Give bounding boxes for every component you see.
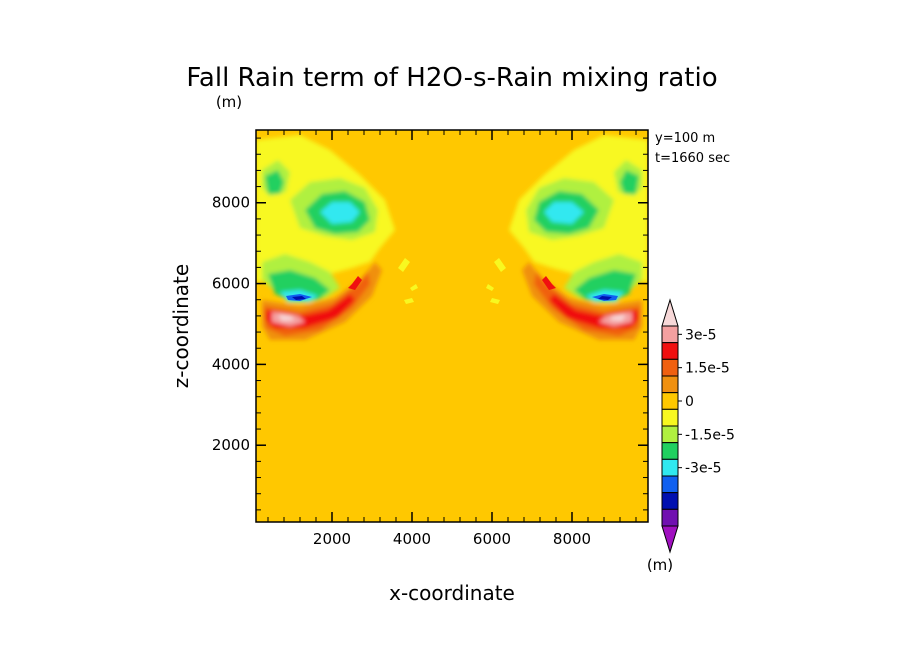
colorbar-swatch xyxy=(661,458,679,477)
colorbar-swatch xyxy=(661,508,679,527)
colorbar-top-arrow xyxy=(661,298,679,327)
colorbar-swatch xyxy=(661,342,679,360)
colorbar-swatch xyxy=(661,408,679,427)
title-unit: (m) xyxy=(216,93,242,111)
y-tick-label: 6000 xyxy=(212,275,250,293)
colorbar-swatch xyxy=(661,442,679,460)
colorbar-tick-label: 1.5e-5 xyxy=(685,361,730,377)
plot-frame xyxy=(255,129,649,523)
contour-region-navy xyxy=(292,296,306,300)
x-tick-label: 2000 xyxy=(313,530,351,548)
contour-field-left xyxy=(256,135,418,340)
y-tick-label: 8000 xyxy=(212,194,250,212)
colorbar: 3e-5 1.5e-5 0 -1.5e-5 -3e-5 xyxy=(661,298,735,554)
contour-region-lightpink xyxy=(278,314,294,321)
colorbar-swatch xyxy=(661,492,679,510)
colorbar-swatch xyxy=(661,425,679,444)
x-tick-label: 6000 xyxy=(473,530,511,548)
colorbar-tick-label: 3e-5 xyxy=(685,327,716,343)
colorbar-tick-label: 0 xyxy=(685,394,694,410)
contour-region-red-streak xyxy=(348,276,362,290)
contour-region-cyan xyxy=(320,202,360,224)
axis-ticks: 2000 4000 6000 8000 2000 4000 6000 8000 xyxy=(212,130,648,548)
x-axis-label: x-coordinate xyxy=(389,581,515,605)
colorbar-bottom-arrow xyxy=(661,525,679,554)
y-tick-label: 2000 xyxy=(212,436,250,454)
annotation-t: t=1660 sec xyxy=(655,151,730,166)
x-tick-label: 4000 xyxy=(393,530,431,548)
contour-region-yellow-fleck xyxy=(410,284,418,291)
contour-region-yellow-fleck xyxy=(404,298,414,304)
x-tick-label: 8000 xyxy=(553,530,591,548)
colorbar-swatch xyxy=(661,358,679,377)
y-axis-label: z-coordinate xyxy=(169,264,193,388)
colorbar-swatch xyxy=(661,375,679,394)
plot-area: 2000 4000 6000 8000 2000 4000 6000 8000 xyxy=(212,129,649,548)
colorbar-unit: (m) xyxy=(647,556,673,574)
colorbar-swatch xyxy=(661,392,679,410)
annotation-y: y=100 m xyxy=(655,131,715,146)
colorbar-tick-label: -1.5e-5 xyxy=(685,427,735,443)
colorbar-swatch xyxy=(661,325,679,344)
colorbar-tick-label: -3e-5 xyxy=(685,461,722,477)
contour-field xyxy=(256,135,648,340)
y-tick-label: 4000 xyxy=(212,355,250,373)
colorbar-swatch xyxy=(661,475,679,494)
contour-region-yellow-streak xyxy=(398,258,410,272)
chart-title: Fall Rain term of H2O-s-Rain mixing rati… xyxy=(186,63,717,93)
contour-region-green xyxy=(265,170,284,194)
